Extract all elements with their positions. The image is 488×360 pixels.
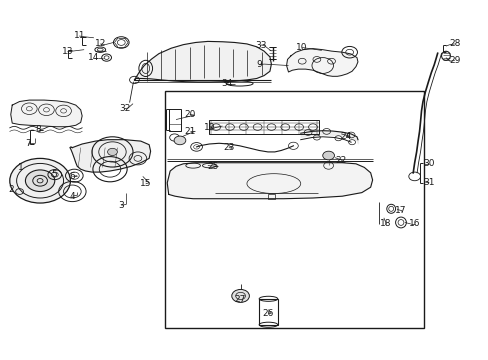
Text: 2: 2 [8, 184, 14, 194]
Text: 22: 22 [335, 156, 346, 165]
Text: 3: 3 [118, 201, 124, 210]
Bar [165, 91, 424, 328]
Bar [168, 109, 181, 131]
Circle shape [174, 136, 185, 145]
Text: 28: 28 [448, 40, 460, 49]
Polygon shape [70, 140, 150, 172]
Bar [267, 194, 275, 199]
Text: 7: 7 [25, 139, 31, 148]
Circle shape [10, 158, 70, 203]
Text: 8: 8 [35, 125, 41, 134]
Text: 32: 32 [119, 104, 130, 113]
Text: 17: 17 [394, 206, 406, 215]
Text: 6: 6 [69, 172, 75, 181]
Text: 33: 33 [254, 40, 266, 49]
Text: 31: 31 [423, 178, 434, 187]
Bar [259, 299, 277, 325]
Text: 18: 18 [379, 219, 390, 228]
Text: 26: 26 [262, 309, 273, 318]
Text: 13: 13 [61, 46, 73, 55]
Text: 9: 9 [256, 60, 262, 69]
Text: 21: 21 [183, 127, 195, 136]
Text: 14: 14 [88, 53, 100, 62]
Text: 10: 10 [296, 43, 307, 52]
Text: 25: 25 [206, 162, 218, 171]
Circle shape [231, 289, 249, 302]
Polygon shape [286, 49, 357, 76]
Text: 34: 34 [221, 79, 233, 88]
Text: 27: 27 [233, 295, 245, 304]
Text: 30: 30 [423, 159, 434, 168]
Text: 23: 23 [223, 143, 234, 152]
Text: 11: 11 [73, 31, 85, 40]
Polygon shape [134, 41, 271, 82]
Text: 1: 1 [18, 163, 24, 172]
Text: 15: 15 [140, 179, 151, 188]
Text: 4: 4 [69, 192, 75, 201]
Text: 5: 5 [51, 170, 57, 179]
Polygon shape [11, 100, 82, 127]
Text: 16: 16 [408, 219, 420, 228]
Circle shape [322, 151, 334, 160]
Text: 24: 24 [340, 132, 351, 140]
Circle shape [25, 170, 55, 192]
Text: 20: 20 [183, 110, 195, 119]
Text: 29: 29 [448, 56, 460, 65]
Polygon shape [167, 163, 372, 199]
Circle shape [107, 148, 117, 156]
Text: 12: 12 [94, 40, 106, 49]
Bar [209, 120, 319, 134]
Text: 19: 19 [203, 123, 215, 132]
